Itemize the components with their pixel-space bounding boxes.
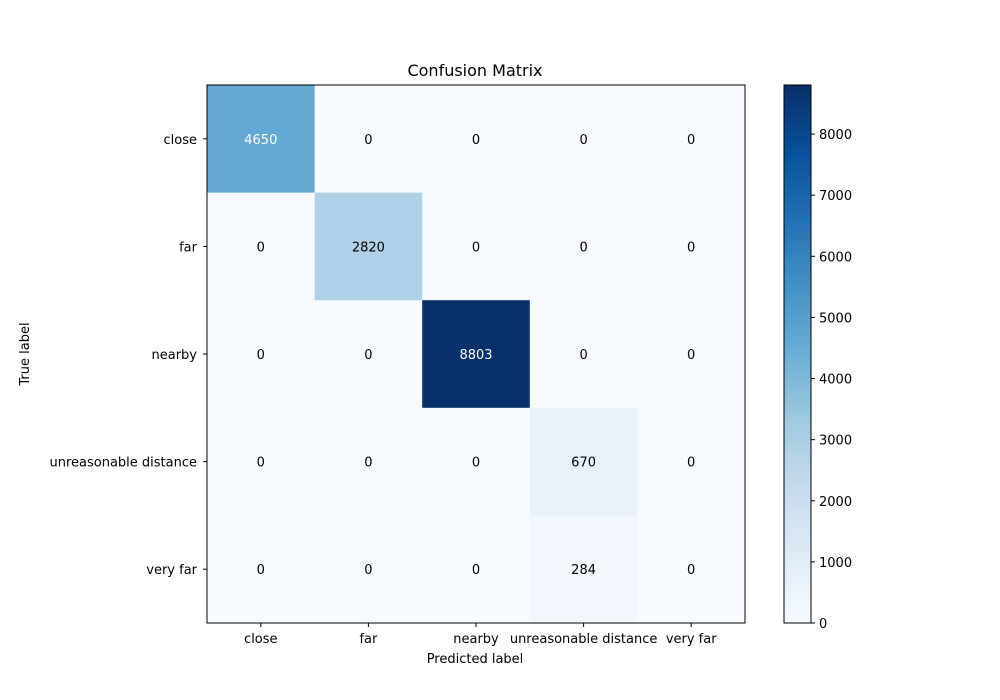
colorbar-tick-label: 4000 — [819, 373, 852, 388]
heatmap-cell — [529, 192, 638, 301]
cell-value-label: 4650 — [244, 133, 277, 148]
y-tick-label: close — [164, 133, 197, 148]
colorbar-tick-label: 6000 — [819, 250, 852, 265]
cell-value-label: 670 — [571, 456, 596, 471]
heatmap-cell — [637, 407, 746, 516]
cell-value-label: 0 — [687, 563, 695, 578]
heatmap-cell — [529, 85, 638, 194]
x-tick-label: far — [359, 632, 378, 647]
colorbar-tick-label: 2000 — [819, 495, 852, 510]
heatmap-cell — [207, 300, 316, 409]
heatmap-cell — [207, 407, 316, 516]
y-tick-label: nearby — [152, 348, 198, 363]
heatmap-cell — [637, 192, 746, 301]
heatmap-cell — [207, 515, 316, 624]
heatmap-cell — [422, 407, 531, 516]
chart-title: Confusion Matrix — [407, 61, 542, 80]
heatmap-cell — [529, 407, 638, 516]
heatmap-cell — [637, 515, 746, 624]
cell-value-label: 0 — [364, 563, 372, 578]
heatmap-cell — [314, 407, 423, 516]
heatmap-cell — [529, 515, 638, 624]
heatmap-cell — [422, 515, 531, 624]
heatmap-cells — [207, 85, 746, 624]
heatmap-cell — [207, 192, 316, 301]
cell-value-label: 0 — [257, 563, 265, 578]
heatmap-cell — [637, 85, 746, 194]
colorbar — [783, 84, 812, 624]
heatmap-cell — [529, 300, 638, 409]
cell-value-label: 0 — [579, 133, 587, 148]
heatmap-cell — [422, 192, 531, 301]
cell-value-label: 0 — [257, 240, 265, 255]
heatmap-cell — [314, 192, 423, 301]
x-tick-label: close — [244, 632, 277, 647]
x-tick-label: unreasonable distance — [510, 632, 658, 647]
cell-value-label: 0 — [579, 240, 587, 255]
heatmap-cell — [207, 85, 316, 194]
y-tick-label: very far — [146, 563, 197, 578]
colorbar-tick-label: 3000 — [819, 434, 852, 449]
heatmap-cell — [637, 300, 746, 409]
heatmap-cell — [422, 300, 531, 409]
cell-value-label: 0 — [364, 133, 372, 148]
cell-value-label: 0 — [472, 563, 480, 578]
y-tick-label: far — [179, 240, 198, 255]
heatmap-cell — [314, 515, 423, 624]
cell-value-label: 2820 — [352, 240, 385, 255]
cell-value-label: 0 — [687, 456, 695, 471]
cell-value-label: 0 — [687, 133, 695, 148]
colorbar-tick-label: 5000 — [819, 311, 852, 326]
heatmap-cell — [422, 85, 531, 194]
colorbar-tick-label: 1000 — [819, 556, 852, 571]
cell-value-label: 0 — [364, 348, 372, 363]
colorbar-tick-label: 8000 — [819, 128, 852, 143]
cell-value-label: 0 — [579, 348, 587, 363]
x-tick-label: nearby — [453, 632, 499, 647]
cell-labels: 4650 0 0 0 0 0 2820 0 0 0 0 0 8803 0 0 0 0 0 670 0 0 0 0 284 0 — [244, 133, 695, 578]
cell-value-label: 0 — [472, 133, 480, 148]
x-tick-label: very far — [666, 632, 717, 647]
y-ticks: close far nearby unreasonable distance very … — [49, 133, 207, 578]
cell-value-label: 0 — [687, 240, 695, 255]
cell-value-label: 8803 — [459, 348, 492, 363]
cell-value-label: 284 — [571, 563, 596, 578]
cell-value-label: 0 — [472, 456, 480, 471]
cell-value-label: 0 — [687, 348, 695, 363]
y-axis-label: True label — [18, 322, 33, 386]
cell-value-label: 0 — [364, 456, 372, 471]
y-tick-label: unreasonable distance — [49, 456, 197, 471]
colorbar-ticks: 0 1000 2000 3000 4000 5000 6000 7000 8000 — [811, 128, 852, 632]
colorbar-tick-label: 7000 — [819, 189, 852, 204]
cell-value-label: 0 — [472, 240, 480, 255]
x-ticks: close far nearby unreasonable distance very … — [244, 623, 717, 647]
colorbar-tick-label: 0 — [819, 617, 827, 632]
cell-value-label: 0 — [257, 348, 265, 363]
x-axis-label: Predicted label — [427, 652, 524, 667]
heatmap-cell — [314, 300, 423, 409]
cell-value-label: 0 — [257, 456, 265, 471]
heatmap-cell — [314, 85, 423, 194]
